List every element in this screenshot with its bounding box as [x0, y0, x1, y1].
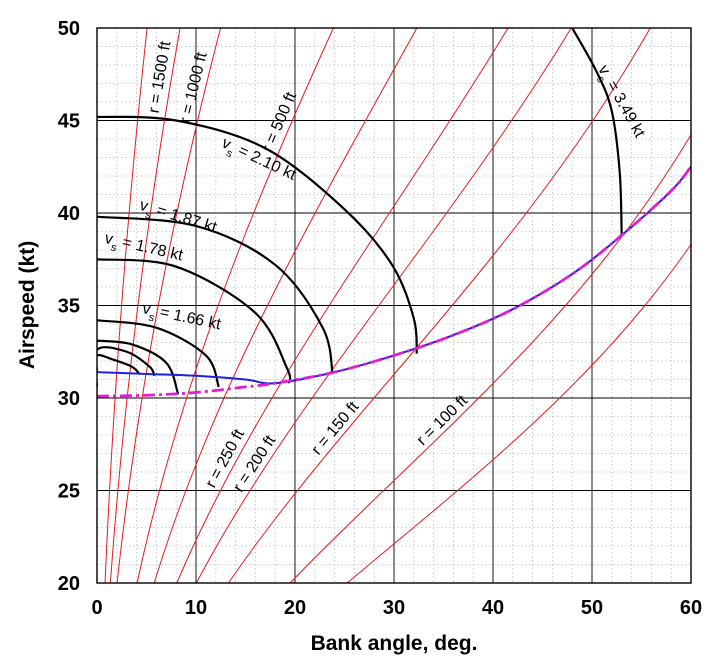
x-axis-title: Bank angle, deg. [311, 632, 478, 655]
radius-line [116, 28, 222, 583]
sink-contour [97, 258, 292, 384]
radius-line [104, 28, 148, 583]
sink-contour [97, 319, 220, 388]
sink-contour [97, 339, 180, 395]
radius-line [195, 28, 572, 583]
plot-frame [96, 27, 692, 584]
x-tick-label: 60 [680, 597, 702, 619]
radius-line [227, 28, 651, 583]
radius-line [109, 28, 181, 583]
radius-line [136, 28, 334, 583]
radius-line [346, 243, 691, 583]
y-tick-label: 40 [58, 203, 80, 225]
radius-line [289, 133, 691, 583]
y-tick-label: 30 [58, 388, 80, 410]
radius-lines [104, 28, 691, 583]
radius-line [176, 28, 509, 583]
y-tick-label: 35 [58, 296, 80, 318]
y-tick-label: 50 [58, 18, 80, 40]
x-tick-label: 30 [383, 597, 405, 619]
stall-speed-curve [97, 165, 691, 398]
axis-ticks: 0 10 20 30 40 50 60 20 25 30 35 40 45 50 [58, 18, 702, 619]
sink-contour [571, 28, 623, 236]
sink-contour [97, 346, 156, 387]
x-tick-label: 10 [185, 597, 207, 619]
speed-curves [97, 165, 691, 398]
x-tick-label: 20 [284, 597, 306, 619]
sink-contour [97, 353, 141, 375]
radius-line [153, 28, 418, 583]
x-tick-label: 0 [91, 597, 102, 619]
y-tick-label: 25 [58, 481, 80, 503]
sink-contour [97, 215, 334, 375]
x-tick-label: 50 [581, 597, 603, 619]
sink-contour [97, 115, 418, 354]
y-axis-title: Airspeed (kt) [16, 241, 39, 369]
x-tick-label: 40 [482, 597, 504, 619]
y-tick-label: 20 [58, 573, 80, 595]
y-tick-label: 45 [58, 111, 80, 133]
sink-rate-contours [97, 28, 623, 395]
